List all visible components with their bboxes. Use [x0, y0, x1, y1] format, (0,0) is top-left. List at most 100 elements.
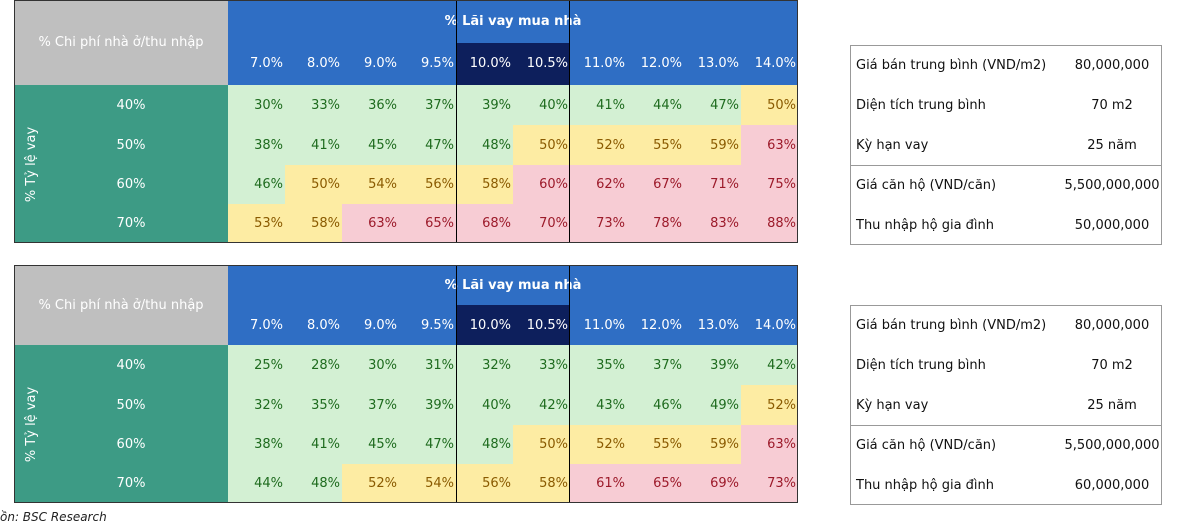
info-value: 5,500,000,000 — [1064, 177, 1160, 193]
info-label: Kỳ hạn vay — [856, 397, 929, 413]
value-cell: 50% — [513, 425, 570, 464]
info-label: Thu nhập hộ gia đình — [856, 217, 995, 233]
info-label: Giá bán trung bình (VND/m2) — [856, 57, 1047, 73]
value-cell: 47% — [399, 125, 456, 165]
rate-label: 14.0% — [754, 317, 796, 333]
value-cell: 37% — [627, 345, 684, 385]
rate-label: 10.5% — [526, 317, 568, 333]
info-label: Thu nhập hộ gia đình — [856, 477, 995, 493]
value-cell: 48% — [456, 425, 513, 464]
info-label: Giá bán trung bình (VND/m2) — [856, 317, 1047, 333]
info-label: Diện tích trung bình — [856, 97, 986, 113]
info-value: 80,000,000 — [1074, 317, 1150, 333]
value-cell: 63% — [741, 125, 798, 165]
value-cell: 42% — [513, 385, 570, 425]
info-value: 25 năm — [1087, 137, 1137, 153]
value-cell: 50% — [285, 165, 342, 204]
value-cell: 52% — [342, 464, 399, 503]
value-cell: 33% — [285, 85, 342, 125]
rate-label: 10.0% — [469, 56, 511, 72]
value-cell: 40% — [456, 385, 513, 425]
value-cell: 68% — [456, 204, 513, 243]
info-divider — [850, 425, 1162, 426]
value-cell: 44% — [228, 464, 285, 503]
row-label-cell: 40% — [14, 85, 228, 125]
value-cell: 37% — [399, 85, 456, 125]
value-cell: 73% — [570, 204, 627, 243]
value-cell: 41% — [285, 125, 342, 165]
source-note: ồn: BSC Research — [0, 510, 107, 524]
rate-label: 13.0% — [697, 317, 739, 333]
info-value: 70 m2 — [1091, 357, 1133, 373]
value-cell: 54% — [399, 464, 456, 503]
rate-label: 10.0% — [469, 317, 511, 333]
value-cell: 56% — [456, 464, 513, 503]
value-cell: 35% — [285, 385, 342, 425]
value-cell: 56% — [399, 165, 456, 204]
rate-label: 12.0% — [640, 56, 682, 72]
value-cell: 59% — [684, 125, 741, 165]
rate-label: 9.0% — [363, 56, 397, 72]
value-cell: 41% — [285, 425, 342, 464]
value-cell: 45% — [342, 125, 399, 165]
table-frame — [14, 265, 798, 503]
value-cell: 35% — [570, 345, 627, 385]
row-label-cell: 70% — [14, 204, 228, 243]
value-cell: 25% — [228, 345, 285, 385]
value-cell: 58% — [456, 165, 513, 204]
info-label: Kỳ hạn vay — [856, 137, 929, 153]
info-label: Giá căn hộ (VND/căn) — [856, 437, 997, 453]
value-cell: 30% — [228, 85, 285, 125]
info-label: Diện tích trung bình — [856, 357, 986, 373]
value-cell: 58% — [513, 464, 570, 503]
rate-label: 9.5% — [420, 56, 454, 72]
info-value: 25 năm — [1087, 397, 1137, 413]
value-cell: 60% — [513, 165, 570, 204]
value-cell: 46% — [228, 165, 285, 204]
value-cell: 33% — [513, 345, 570, 385]
value-cell: 48% — [285, 464, 342, 503]
value-cell: 67% — [627, 165, 684, 204]
value-cell: 38% — [228, 425, 285, 464]
value-cell: 88% — [741, 204, 798, 243]
value-cell: 65% — [627, 464, 684, 503]
info-label: Giá căn hộ (VND/căn) — [856, 177, 997, 193]
rate-label: 10.5% — [526, 56, 568, 72]
value-cell: 48% — [456, 125, 513, 165]
highlight-header — [456, 305, 570, 345]
value-cell: 58% — [285, 204, 342, 243]
value-cell: 30% — [342, 345, 399, 385]
value-cell: 62% — [570, 165, 627, 204]
value-cell: 49% — [684, 385, 741, 425]
rate-title: % Lãi vay mua nhà — [444, 277, 582, 293]
row-label-cell: 40% — [14, 345, 228, 385]
rate-label: 14.0% — [754, 56, 796, 72]
info-value: 70 m2 — [1091, 97, 1133, 113]
value-cell: 40% — [513, 85, 570, 125]
info-divider — [850, 165, 1162, 166]
info-value: 60,000,000 — [1074, 477, 1150, 493]
value-cell: 28% — [285, 345, 342, 385]
value-cell: 37% — [342, 385, 399, 425]
highlight-header — [456, 42, 570, 85]
value-cell: 65% — [399, 204, 456, 243]
row-label-cell: 60% — [14, 165, 228, 204]
row-label-cell: 50% — [14, 385, 228, 425]
row-label-cell: 70% — [14, 464, 228, 503]
value-cell: 52% — [570, 125, 627, 165]
rate-label: 7.0% — [249, 56, 283, 72]
value-cell: 73% — [741, 464, 798, 503]
rate-label: 9.0% — [363, 317, 397, 333]
corner-cell: % Chi phí nhà ở/thu nhập — [14, 265, 228, 345]
value-cell: 43% — [570, 385, 627, 425]
rate-label: 9.5% — [420, 317, 454, 333]
info-frame — [850, 305, 1162, 505]
value-cell: 78% — [627, 204, 684, 243]
info-value: 50,000,000 — [1074, 217, 1150, 233]
info-value: 80,000,000 — [1074, 57, 1150, 73]
value-cell: 44% — [627, 85, 684, 125]
value-cell: 50% — [513, 125, 570, 165]
value-cell: 53% — [228, 204, 285, 243]
value-cell: 61% — [570, 464, 627, 503]
